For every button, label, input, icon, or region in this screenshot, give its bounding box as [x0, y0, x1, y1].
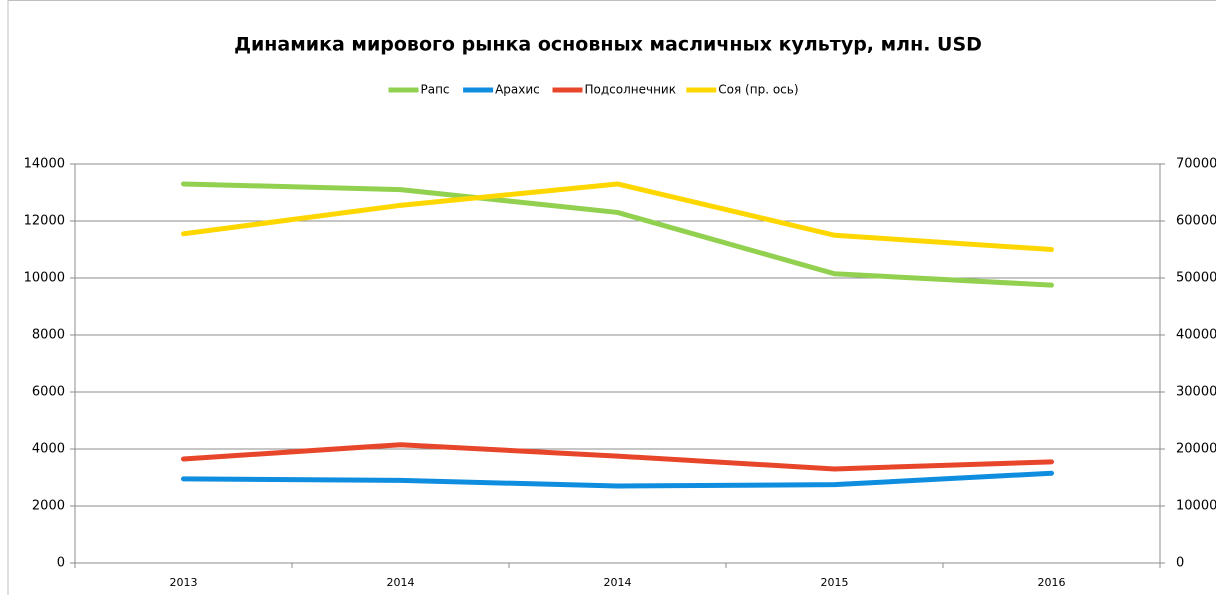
y2-tick-label: 20000 — [1176, 442, 1216, 457]
chart-border — [7, 0, 1216, 595]
y-tick-label: 10000 — [24, 271, 65, 286]
series-line — [181, 442, 1054, 472]
series-line — [181, 181, 1054, 288]
series-line — [181, 181, 1054, 252]
x-tick-label: 2015 — [821, 576, 849, 589]
y2-tick-label: 50000 — [1176, 271, 1216, 286]
chart-title: Динамика мирового рынка основных масличн… — [234, 34, 982, 56]
y-tick-label: 0 — [57, 556, 65, 571]
y-tick-label: 2000 — [32, 499, 65, 514]
y2-tick-label: 0 — [1176, 556, 1184, 571]
y-tick-label: 14000 — [24, 157, 65, 172]
y2-tick-label: 10000 — [1176, 499, 1216, 514]
legend-label: Рапс — [421, 83, 450, 97]
y2-tick-label: 60000 — [1176, 214, 1216, 229]
y-tick-label: 6000 — [32, 385, 65, 400]
x-tick-label: 2016 — [1038, 576, 1066, 589]
y2-tick-label: 30000 — [1176, 385, 1216, 400]
series-line — [181, 470, 1054, 489]
x-tick-label: 2014 — [387, 576, 415, 589]
legend-label: Соя (пр. ось) — [718, 83, 798, 97]
y2-tick-label: 70000 — [1176, 157, 1216, 172]
x-tick-label: 2014 — [604, 576, 632, 589]
y2-tick-label: 40000 — [1176, 328, 1216, 343]
y-tick-label: 4000 — [32, 442, 65, 457]
legend-label: Арахис — [495, 83, 540, 97]
y-tick-label: 8000 — [32, 328, 65, 343]
y-tick-label: 12000 — [24, 214, 65, 229]
legend-label: Подсолнечник — [585, 83, 676, 97]
x-tick-label: 2013 — [170, 576, 198, 589]
